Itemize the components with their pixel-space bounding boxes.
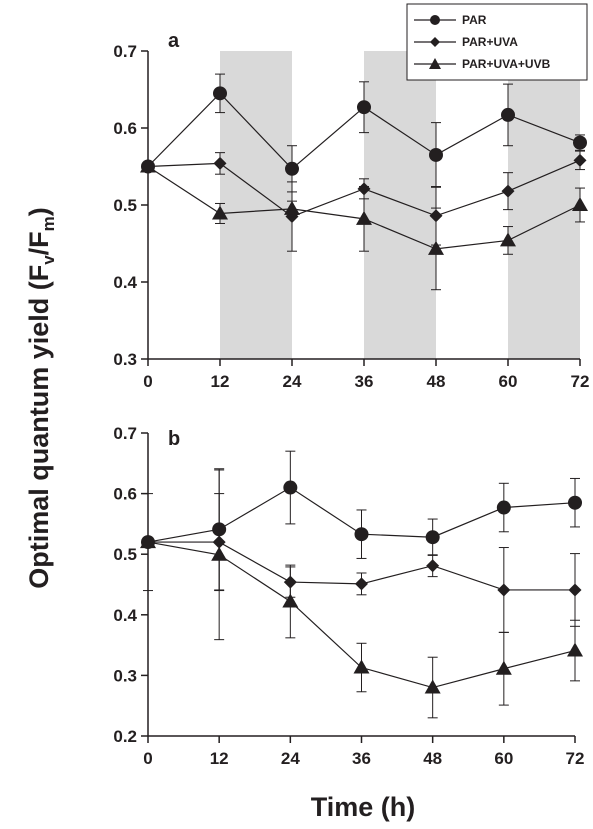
panel-a-series-par-point-4 <box>429 147 443 162</box>
panel-a-y-tick-label-1: 0.4 <box>113 273 137 292</box>
panel-b-series-par-uva-uvb-point-4 <box>424 679 441 694</box>
panel-a-x-tick-label-1: 12 <box>211 372 230 391</box>
panel-a-x-tick-label-0: 0 <box>143 372 152 391</box>
panel-b-y-tick-label-1: 0.3 <box>113 666 137 685</box>
legend-label-par-uva: PAR+UVA <box>462 35 518 49</box>
panel-b-x-tick-label-6: 72 <box>566 749 585 768</box>
panel-b-series-par-point-5 <box>496 500 511 515</box>
panel-b-series-par-uva-uvb-point-0 <box>140 534 156 549</box>
panel-a-x-tick-label-6: 72 <box>571 372 590 391</box>
panel-b-x-tick-label-3: 36 <box>352 749 371 768</box>
y-axis-title-main: Optimal quantum yield (F <box>24 265 54 589</box>
panel-a-y-tick-label-3: 0.6 <box>113 119 137 138</box>
panel-b-y-tick-label-2: 0.4 <box>113 606 137 625</box>
panel-b-x-tick-label-1: 12 <box>210 749 229 768</box>
panel-a-x-tick-label-3: 36 <box>355 372 374 391</box>
panel-a-series-par-uva-point-6 <box>573 153 587 167</box>
panel-b-x-tick-label-2: 24 <box>281 749 300 768</box>
panel-a-x-tick-label-2: 24 <box>283 372 302 391</box>
panel-b-x-tick-label-5: 60 <box>494 749 513 768</box>
panel-b-label: b <box>168 428 180 450</box>
panel-a-series-par-uva-point-1 <box>213 156 227 170</box>
panel-b-series-par-point-6 <box>568 495 582 510</box>
panel-a-dark-period-2 <box>508 51 580 359</box>
panel-b-series-par-point-2 <box>283 480 298 495</box>
panel-a-series-par-point-5 <box>501 107 515 122</box>
panel-b-y-tick-label-0: 0.2 <box>113 727 137 746</box>
panel-b-x-tick-label-4: 48 <box>423 749 442 768</box>
x-axis-title: Time (h) <box>311 792 416 822</box>
legend-marker-circle <box>430 15 440 25</box>
panel-b-series-par-uva-uvb-point-2 <box>282 593 299 608</box>
panel-a: 0.3 0.4 0.5 0.6 0.7 0 12 24 36 48 60 72 a <box>113 30 589 391</box>
panel-b-series-par-uva-point-4 <box>426 559 440 573</box>
panel-b-y-tick-label-4: 0.6 <box>113 485 137 504</box>
panel-a-series-par-uva-uvb-point-5 <box>500 232 516 247</box>
legend-label-par: PAR <box>462 13 487 27</box>
panel-a-label: a <box>168 30 180 52</box>
panel-b-series-par-uva-point-3 <box>355 577 368 591</box>
panel-a-dark-period-1 <box>364 51 436 359</box>
legend-marker-triangle <box>429 58 441 69</box>
y-axis-title-sub-v: v <box>39 255 58 265</box>
legend-marker-diamond <box>430 37 440 47</box>
panel-b-series-par-point-4 <box>425 530 440 545</box>
panel-a-series-par-point-1 <box>213 86 227 101</box>
panel-a-x-tick-label-4: 48 <box>427 372 446 391</box>
panel-a-series-par-uva-uvb-point-2 <box>284 200 300 215</box>
panel-b-x-tick-label-0: 0 <box>143 749 152 768</box>
panel-a-y-tick-label-0: 0.3 <box>113 350 137 369</box>
panel-b-series-par-point-3 <box>354 527 369 542</box>
panel-a-dark-period-0 <box>220 51 292 359</box>
panel-a-series-par-uva-uvb-point-4 <box>428 240 444 255</box>
y-axis-title: Optimal quantum yield (Fv/Fm) <box>24 207 58 589</box>
panel-a-y-tick-label-4: 0.7 <box>113 42 137 61</box>
y-axis-title-slash: /F <box>24 231 54 255</box>
panel-a-series-par-point-2 <box>285 161 299 176</box>
panel-a-series-par-point-3 <box>357 100 371 115</box>
panel-b-series-par-uva-uvb-point-5 <box>495 660 512 675</box>
panel-a-y-tick-label-2: 0.5 <box>113 196 137 215</box>
legend-label-par-uva-uvb: PAR+UVA+UVB <box>462 57 551 71</box>
panel-a-series-par-uva-uvb-point-1 <box>212 205 228 220</box>
panel-b-series-par-uva-point-6 <box>568 583 582 597</box>
panel-b-y-tick-label-3: 0.5 <box>113 545 137 564</box>
panel-b-y-tick-label-5: 0.7 <box>113 424 137 443</box>
y-axis-title-sub-m: m <box>39 216 58 231</box>
panel-a-series-par-uva-uvb-point-0 <box>140 158 156 173</box>
panel-a-series-par-uva-uvb-point-6 <box>572 197 588 211</box>
legend: PAR PAR+UVA PAR+UVA+UVB <box>406 3 588 81</box>
y-axis-title-close: ) <box>24 207 54 216</box>
panel-b: 0.2 0.3 0.4 0.5 0.6 0.7 0 12 24 36 48 60 72 b <box>113 424 584 768</box>
panel-b-series-par-uva-point-5 <box>497 583 511 597</box>
panel-b-series-par-uva-uvb-point-1 <box>211 546 228 561</box>
panel-a-x-tick-label-5: 60 <box>499 372 518 391</box>
panel-a-series-par-uva-point-5 <box>501 184 515 198</box>
panel-a-series-par-uva-uvb-point-3 <box>356 210 372 225</box>
panel-a-series-par-point-6 <box>573 135 587 150</box>
panel-b-series-par-uva-uvb-point-6 <box>567 642 583 657</box>
panel-b-series-par-uva-uvb-point-3 <box>353 659 370 674</box>
